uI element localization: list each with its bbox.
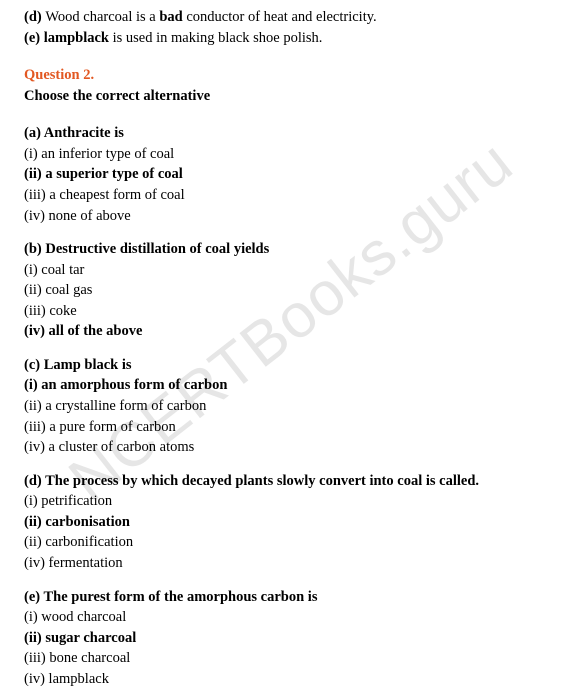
- q-b-option-iv: (iv) all of the above: [24, 322, 562, 342]
- q-d-option-ii: (ii) carbonisation: [24, 513, 562, 533]
- q-a-prefix: (a): [24, 125, 44, 141]
- intro-e-prefix: (e) lampblack: [24, 30, 109, 46]
- question-d-stem: (d) The process by which decayed plants …: [24, 472, 562, 492]
- q-b-option-iii: (iii) coke: [24, 302, 562, 322]
- intro-d-text1: Wood charcoal is a: [45, 9, 159, 25]
- question-e-stem: (e) The purest form of the amorphous car…: [24, 588, 562, 608]
- q-a-option-iv: (iv) none of above: [24, 207, 562, 227]
- intro-d-text2: conductor of heat and electricity.: [183, 9, 377, 25]
- question-a: (a) Anthracite is (i) an inferior type o…: [24, 124, 562, 226]
- intro-d-prefix: (d): [24, 9, 45, 25]
- q-e-option-iv: (iv) lampblack: [24, 670, 562, 690]
- question-b: (b) Destructive distillation of coal yie…: [24, 240, 562, 342]
- q-e-option-iii: (iii) bone charcoal: [24, 649, 562, 669]
- document-body: (d) Wood charcoal is a bad conductor of …: [0, 0, 582, 698]
- q-a-option-iii: (iii) a cheapest form of coal: [24, 186, 562, 206]
- q-b-option-ii: (ii) coal gas: [24, 281, 562, 301]
- intro-d-bold: bad: [159, 9, 182, 25]
- q-e-option-ii: (ii) sugar charcoal: [24, 629, 562, 649]
- question-a-stem: (a) Anthracite is: [24, 124, 562, 144]
- q-a-option-i: (i) an inferior type of coal: [24, 145, 562, 165]
- q-a-stem-text: Anthracite is: [44, 125, 124, 141]
- q-d-option-iv: (iv) fermentation: [24, 554, 562, 574]
- question-d: (d) The process by which decayed plants …: [24, 472, 562, 574]
- intro-e-text: is used in making black shoe polish.: [109, 30, 322, 46]
- intro-line-e: (e) lampblack is used in making black sh…: [24, 29, 562, 49]
- question-c: (c) Lamp black is (i) an amorphous form …: [24, 356, 562, 458]
- q-a-option-ii: (ii) a superior type of coal: [24, 165, 562, 185]
- question-2-header: Question 2. Choose the correct alternati…: [24, 66, 562, 106]
- q-e-option-i: (i) wood charcoal: [24, 608, 562, 628]
- q-c-option-iv: (iv) a cluster of carbon atoms: [24, 438, 562, 458]
- q-c-option-ii: (ii) a crystalline form of carbon: [24, 397, 562, 417]
- q-c-option-iii: (iii) a pure form of carbon: [24, 418, 562, 438]
- question-c-stem: (c) Lamp black is: [24, 356, 562, 376]
- question-b-stem: (b) Destructive distillation of coal yie…: [24, 240, 562, 260]
- question-2-label: Question 2.: [24, 67, 94, 83]
- q-d-option-i: (i) petrification: [24, 492, 562, 512]
- q-d-option-ii2: (ii) carbonification: [24, 533, 562, 553]
- question-e: (e) The purest form of the amorphous car…: [24, 588, 562, 690]
- q-b-option-i: (i) coal tar: [24, 261, 562, 281]
- intro-line-d: (d) Wood charcoal is a bad conductor of …: [24, 8, 562, 28]
- question-2-prompt: Choose the correct alternative: [24, 88, 210, 104]
- q-c-option-i: (i) an amorphous form of carbon: [24, 376, 562, 396]
